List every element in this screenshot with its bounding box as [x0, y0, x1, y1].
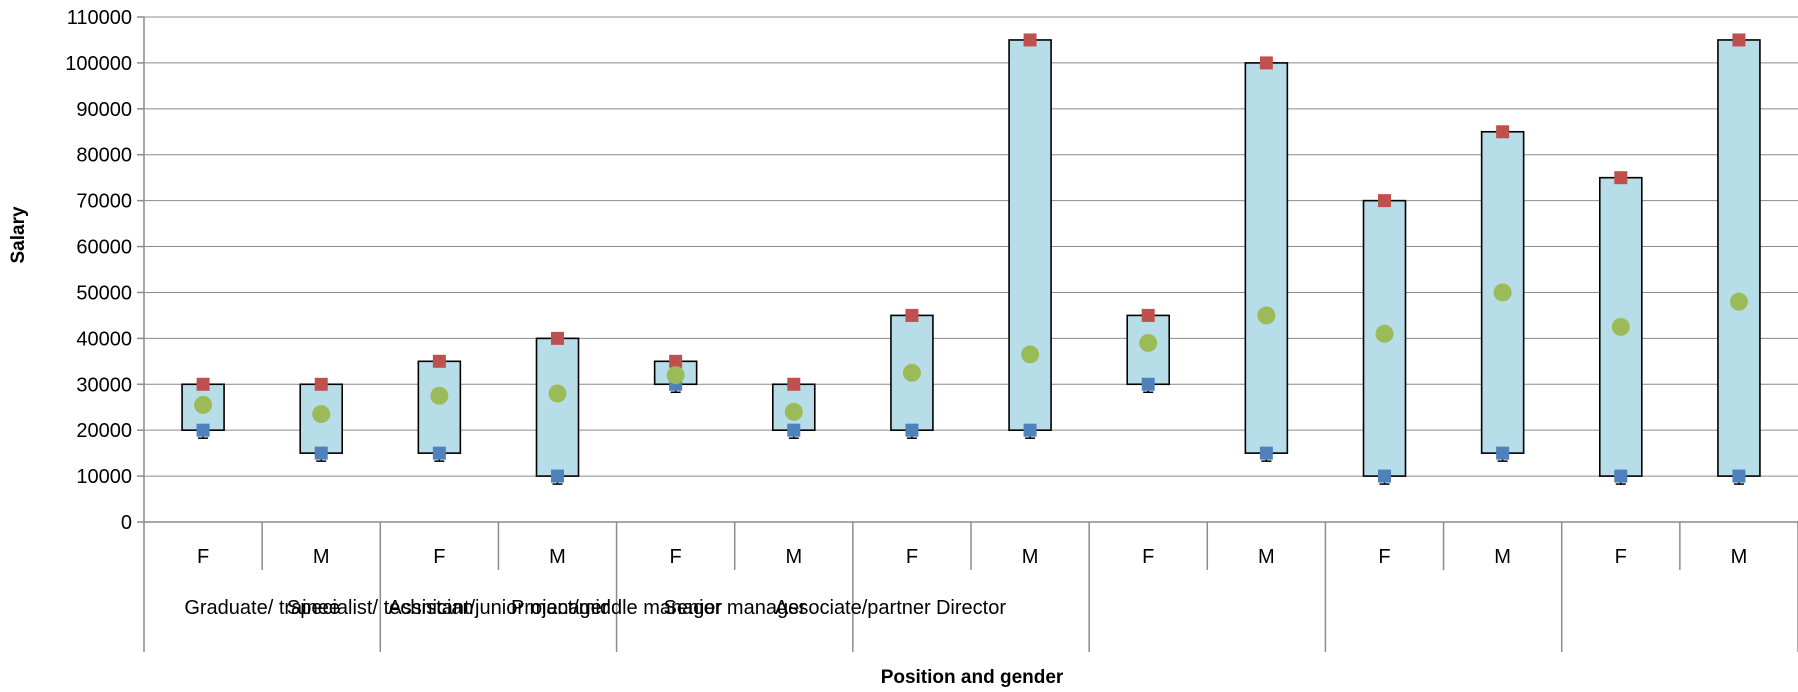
gender-tick-label: F	[1378, 546, 1390, 568]
max-marker	[1378, 194, 1391, 208]
max-marker	[1732, 33, 1746, 47]
y-axis: 0 10000 20000 30000 40000 50000 60000 70000 8000…	[65, 7, 145, 534]
max-marker	[551, 331, 564, 345]
average-marker	[1729, 292, 1748, 311]
group-tick-label-line: Senior manager	[664, 597, 807, 619]
y-tick-label: 90000	[76, 99, 132, 121]
gender-tick-label: F	[433, 546, 445, 568]
min-marker	[314, 446, 328, 460]
range-bar	[417, 360, 462, 454]
max-marker	[1614, 171, 1628, 185]
gridlines	[144, 16, 1798, 477]
range-bar	[1244, 62, 1289, 454]
group-tick-label-line: Project/middle manager	[511, 597, 723, 619]
average-marker	[1139, 333, 1158, 352]
gender-tick-label: M	[549, 546, 566, 568]
y-tick-label: 0	[121, 512, 132, 534]
max-marker	[196, 377, 210, 391]
gender-tick-label: M	[785, 546, 802, 568]
average-marker	[194, 395, 213, 414]
min-marker	[1259, 446, 1273, 460]
min-marker	[1023, 423, 1037, 437]
y-tick-label: 10000	[76, 466, 132, 488]
gender-tick-label: F	[1142, 546, 1154, 568]
range-bar	[181, 383, 225, 431]
group-tick-label-line: Assistant/junior manager	[388, 597, 608, 619]
range-bar	[535, 337, 580, 477]
max-marker	[432, 354, 446, 368]
max-marker	[787, 377, 801, 391]
gender-tick-label: M	[1494, 546, 1511, 568]
average-marker	[784, 402, 803, 421]
max-marker	[669, 354, 683, 368]
group-tick-label-line: Associate/partner	[775, 597, 931, 619]
gender-tick-label: F	[1615, 546, 1627, 568]
max-marker	[1023, 33, 1037, 47]
group-tick-label: Associate/partner	[775, 597, 931, 619]
average-marker	[430, 386, 449, 405]
y-tick-label: 50000	[76, 282, 132, 304]
min-marker	[1141, 377, 1155, 391]
x-axis-title: Position and gender	[881, 667, 1064, 688]
y-tick-label: 100000	[65, 53, 132, 75]
group-tick-label-line: Graduate/ trainee	[184, 597, 340, 619]
group-tick-label: Assistant/junior manager	[388, 597, 608, 619]
group-tick-label: Graduate/ trainee	[184, 597, 340, 619]
y-tick-label: 70000	[76, 191, 132, 213]
y-axis-title: Salary	[8, 206, 29, 263]
average-marker	[1493, 283, 1512, 302]
min-marker	[1614, 469, 1628, 483]
average-marker	[902, 363, 921, 382]
group-tick-label: Specialist/ technician	[287, 597, 474, 619]
group-tick-label: Project/middle manager	[511, 597, 723, 619]
min-marker	[551, 469, 564, 483]
gender-tick-label: M	[313, 546, 330, 568]
y-tick-label: 80000	[76, 145, 132, 167]
average-marker	[548, 384, 567, 403]
group-tick-label-line: Specialist/ technician	[287, 597, 474, 619]
y-tick-label: 40000	[76, 328, 132, 350]
group-tick-label-line: Director	[936, 597, 1006, 619]
average-marker	[1257, 306, 1276, 325]
gender-tick-label: F	[670, 546, 682, 568]
min-marker	[1496, 446, 1510, 460]
gender-tick-label: F	[197, 546, 209, 568]
min-marker	[1732, 469, 1746, 483]
min-marker	[196, 423, 210, 437]
gender-tick-label: F	[906, 546, 918, 568]
x-axis: F M F M F M F M F M F M F M Graduate/ traineeSpecialis…	[143, 521, 1798, 652]
min-marker	[787, 423, 801, 437]
min-marker	[1378, 469, 1391, 483]
y-tick-label: 30000	[76, 374, 132, 396]
max-marker	[314, 377, 328, 391]
min-marker	[432, 446, 446, 460]
gender-tick-label: M	[1731, 546, 1748, 568]
group-tick-label: Director	[936, 597, 1006, 619]
average-marker	[1021, 345, 1040, 364]
range-bar	[1008, 39, 1052, 431]
average-marker	[1375, 324, 1394, 343]
y-tick-label: 20000	[76, 420, 132, 442]
average-marker	[312, 405, 331, 424]
markers	[194, 33, 1748, 483]
max-marker	[1141, 308, 1155, 322]
y-tick-label: 60000	[76, 237, 132, 259]
max-marker	[905, 308, 919, 322]
range-bar	[771, 383, 816, 431]
y-tick-label: 110000	[67, 7, 132, 29]
max-marker	[1496, 125, 1510, 139]
max-marker	[1259, 56, 1273, 70]
range-bars	[181, 39, 1761, 485]
min-marker	[905, 423, 919, 437]
average-marker	[666, 366, 685, 385]
average-marker	[1611, 317, 1630, 336]
range-bar	[1717, 39, 1761, 477]
group-tick-label: Senior manager	[664, 597, 807, 619]
gender-tick-label: M	[1022, 546, 1039, 568]
gender-tick-label: M	[1258, 546, 1275, 568]
